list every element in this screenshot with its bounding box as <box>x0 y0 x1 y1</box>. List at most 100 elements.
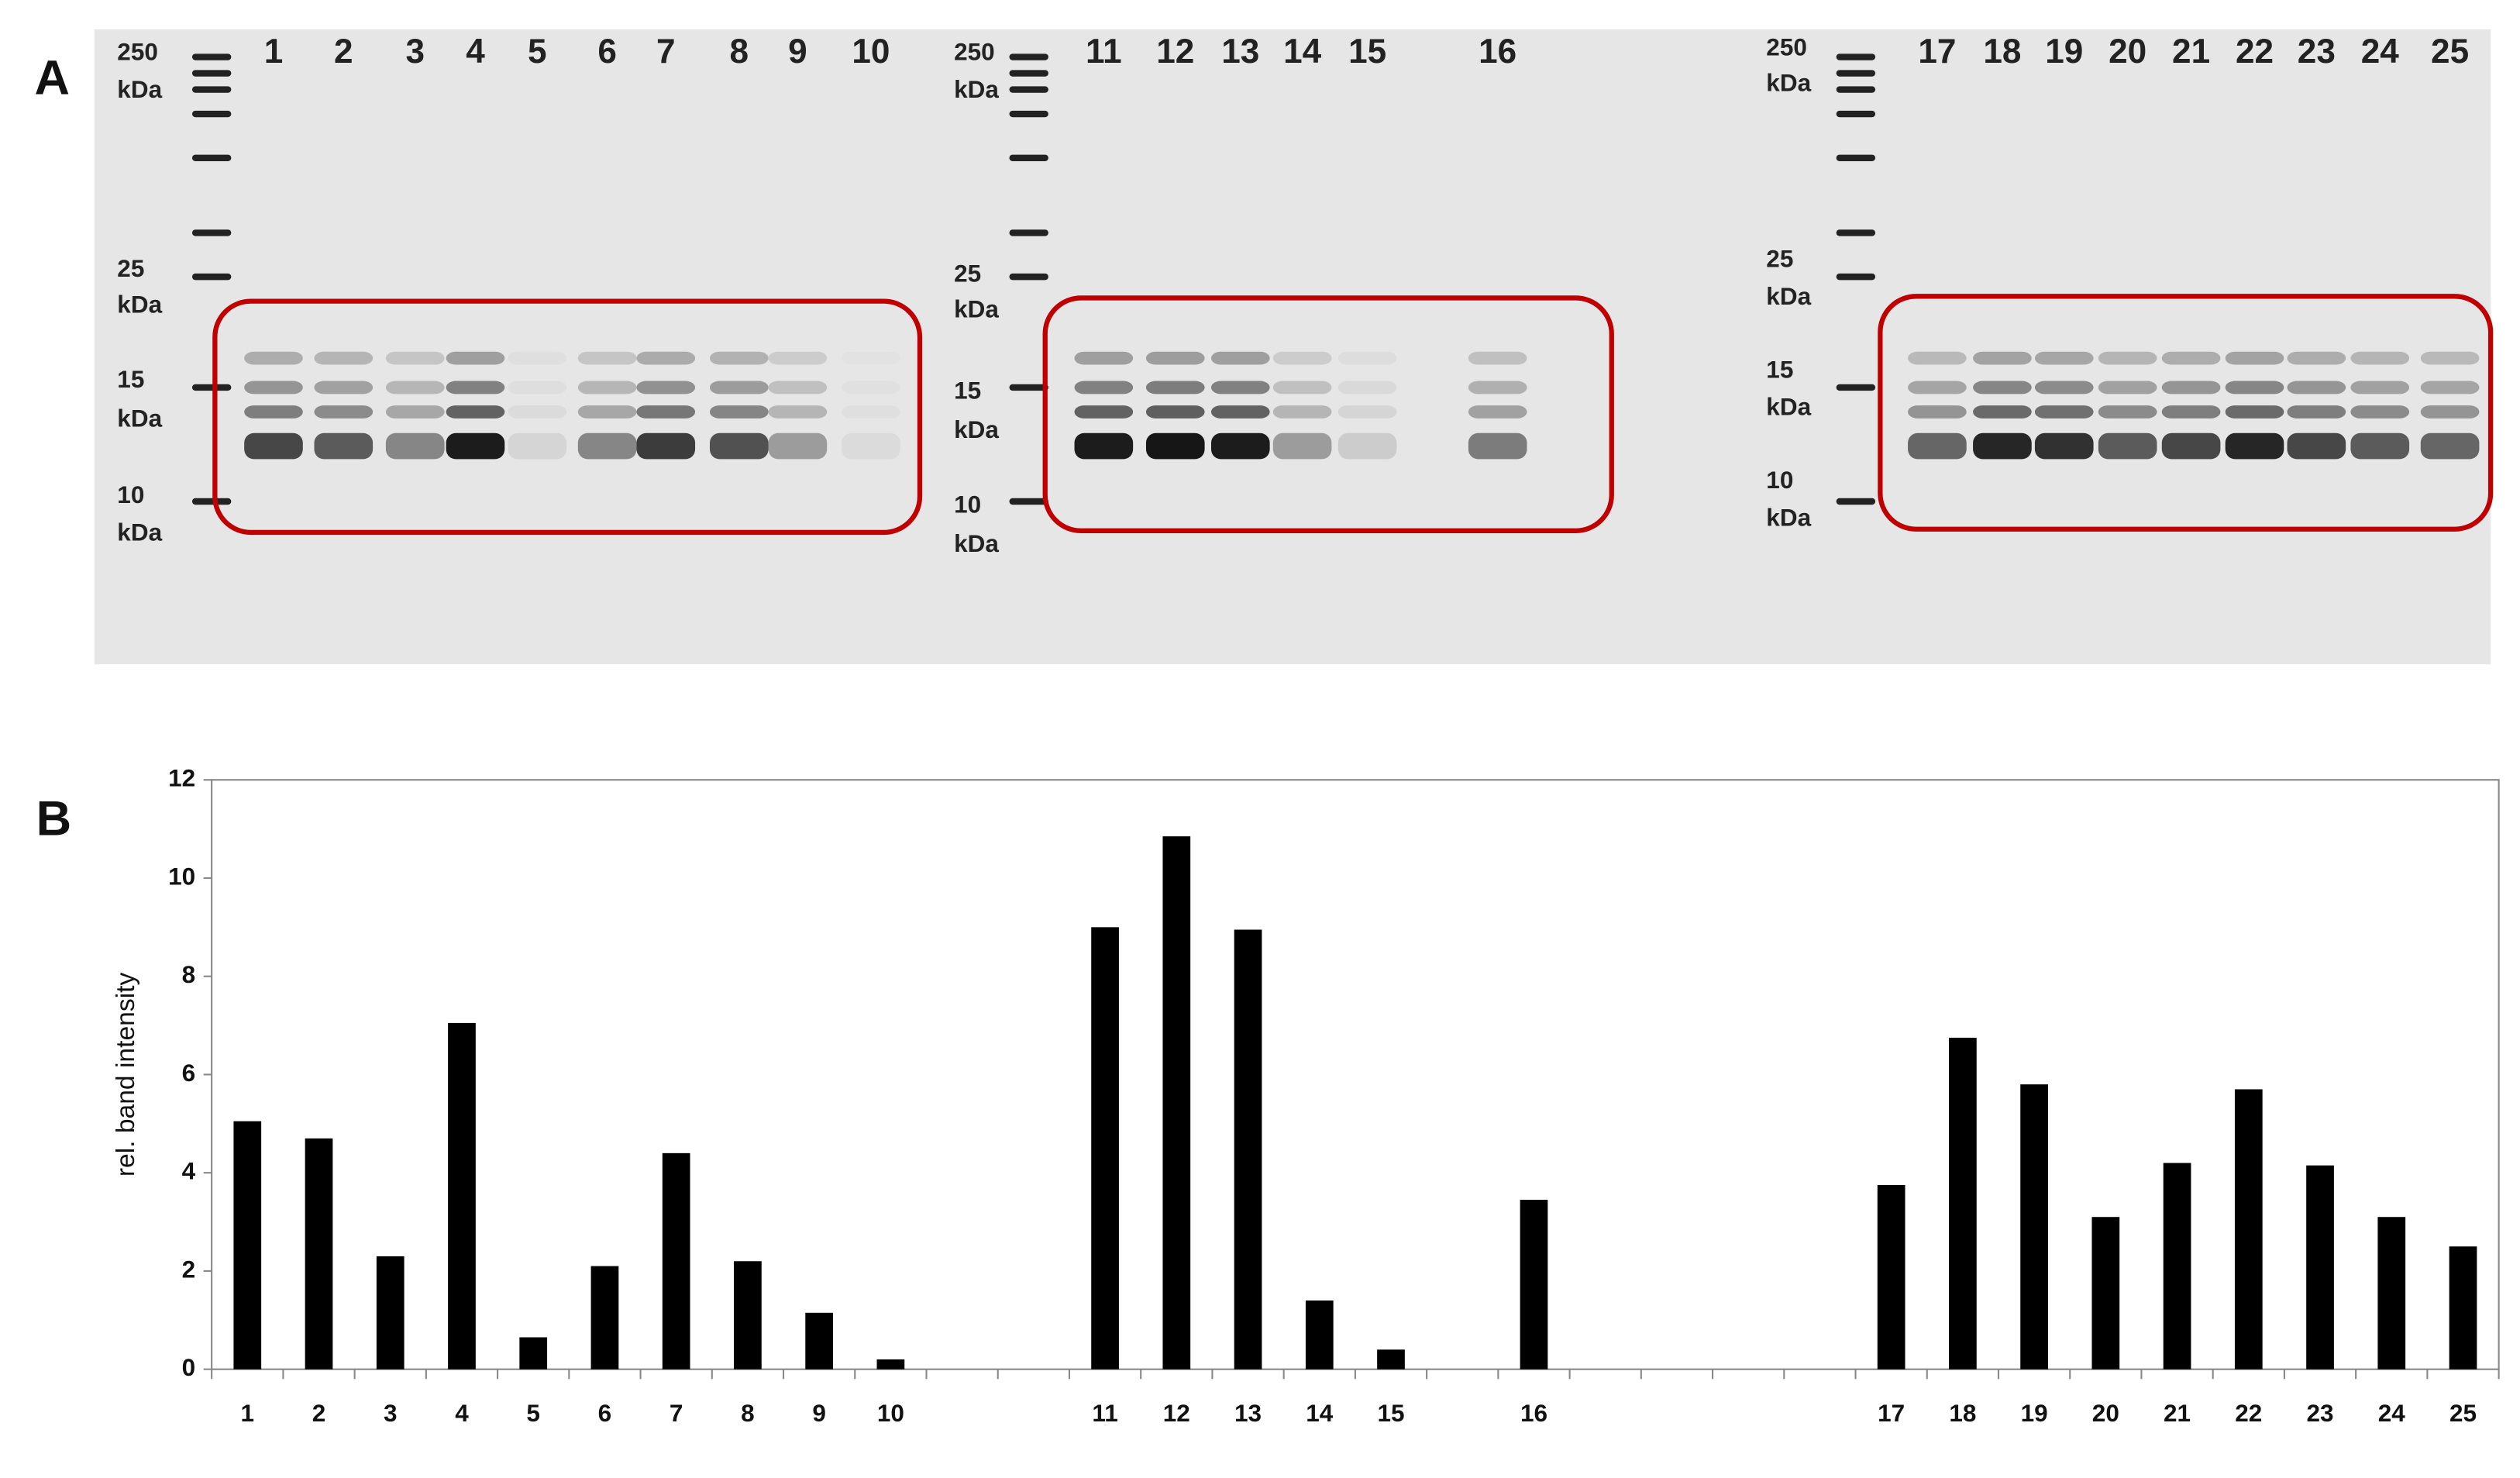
x-tick-label: 24 <box>2378 1399 2406 1427</box>
protein-band <box>2420 405 2480 419</box>
panel-label: B <box>36 791 72 846</box>
protein-band <box>768 381 828 394</box>
protein-band <box>709 405 769 419</box>
ladder-band <box>191 110 232 118</box>
lane-label: 25 <box>2431 33 2469 71</box>
ladder-band <box>191 53 232 60</box>
bar <box>233 1121 262 1369</box>
marker-label: 250 <box>117 38 158 66</box>
protein-band <box>1337 381 1397 394</box>
protein-band <box>2161 351 2221 365</box>
plot-frame <box>211 779 2500 1370</box>
protein-band <box>508 405 567 419</box>
marker-label: 250 <box>1766 33 1807 60</box>
ladder-band <box>1836 273 1876 281</box>
protein-band <box>2225 351 2284 365</box>
y-tick-label: 8 <box>182 960 196 988</box>
ladder-band <box>1836 384 1876 391</box>
lane-label: 22 <box>2236 33 2274 71</box>
x-tick-label: 15 <box>1377 1399 1404 1427</box>
x-tick-label: 20 <box>2092 1399 2119 1427</box>
bar <box>1305 1300 1334 1369</box>
protein-band <box>1908 405 1967 419</box>
protein-band <box>1272 432 1332 460</box>
bar <box>734 1261 762 1369</box>
lane-label: 21 <box>2172 33 2210 71</box>
lane-label: 14 <box>1283 33 1322 71</box>
marker-label: 25 <box>954 259 981 287</box>
protein-band <box>709 381 769 394</box>
ladder-band <box>1836 86 1876 93</box>
bar <box>376 1256 405 1369</box>
marker-label: kDa <box>117 518 162 546</box>
protein-band <box>1908 432 1967 460</box>
y-tick-label: 6 <box>182 1059 196 1087</box>
protein-band <box>2098 351 2157 365</box>
protein-band <box>2225 405 2284 419</box>
y-tick-label: 10 <box>168 862 195 890</box>
protein-band <box>842 352 900 365</box>
ladder-band <box>1009 154 1048 161</box>
bar <box>1949 1037 1977 1369</box>
protein-band <box>1468 405 1527 419</box>
lane-label: 7 <box>656 33 676 71</box>
protein-band <box>314 432 374 460</box>
marker-label: kDa <box>117 290 162 318</box>
highlight-box <box>212 298 923 536</box>
x-tick-label: 8 <box>741 1399 755 1427</box>
protein-band <box>2225 432 2284 460</box>
protein-band <box>2034 432 2094 460</box>
protein-band <box>1074 381 1134 394</box>
protein-band <box>2420 381 2480 394</box>
ladder-band <box>1009 229 1048 236</box>
highlight-box <box>1878 294 2494 532</box>
panel-label: A <box>35 51 71 105</box>
protein-band <box>1973 405 2032 419</box>
protein-band <box>768 405 828 419</box>
bar <box>2020 1084 2048 1369</box>
lane-label: 2 <box>334 33 353 71</box>
ladder-band <box>191 384 232 391</box>
protein-band <box>244 405 303 419</box>
x-tick-label: 3 <box>384 1399 398 1427</box>
x-tick-label: 5 <box>526 1399 540 1427</box>
bar <box>805 1312 833 1369</box>
lane-label: 8 <box>730 33 749 71</box>
ladder-band <box>191 273 232 281</box>
protein-band <box>842 381 900 394</box>
protein-band <box>577 351 637 365</box>
protein-band <box>1210 351 1270 365</box>
protein-band <box>709 351 769 365</box>
ladder-band <box>191 70 232 77</box>
protein-band <box>385 405 445 419</box>
x-tick-label: 4 <box>455 1399 469 1427</box>
lane-label: 15 <box>1348 33 1386 71</box>
lane-label: 18 <box>1983 33 2021 71</box>
ladder-band <box>1009 384 1048 391</box>
x-tick-label: 2 <box>312 1399 326 1427</box>
protein-band <box>577 405 637 419</box>
highlight-box <box>1042 295 1614 533</box>
x-tick-label: 25 <box>2449 1399 2477 1427</box>
protein-band <box>2161 432 2221 460</box>
protein-band <box>244 432 303 460</box>
protein-band <box>2287 351 2346 365</box>
ladder-band <box>191 229 232 236</box>
x-tick-label: 16 <box>1520 1399 1547 1427</box>
lane-label: 23 <box>2298 33 2336 71</box>
protein-band <box>2287 405 2346 419</box>
protein-band <box>2161 381 2221 394</box>
bar <box>1234 929 1262 1369</box>
marker-label: 25 <box>1766 244 1793 272</box>
protein-band <box>2287 432 2346 460</box>
x-tick-label: 23 <box>2307 1399 2334 1427</box>
protein-band <box>314 405 374 419</box>
protein-band <box>2350 405 2410 419</box>
bar <box>876 1359 905 1369</box>
protein-band <box>2420 351 2480 365</box>
x-tick-label: 12 <box>1163 1399 1190 1427</box>
ladder-band <box>1009 273 1048 281</box>
marker-label: 10 <box>117 481 144 508</box>
protein-band <box>768 432 828 460</box>
